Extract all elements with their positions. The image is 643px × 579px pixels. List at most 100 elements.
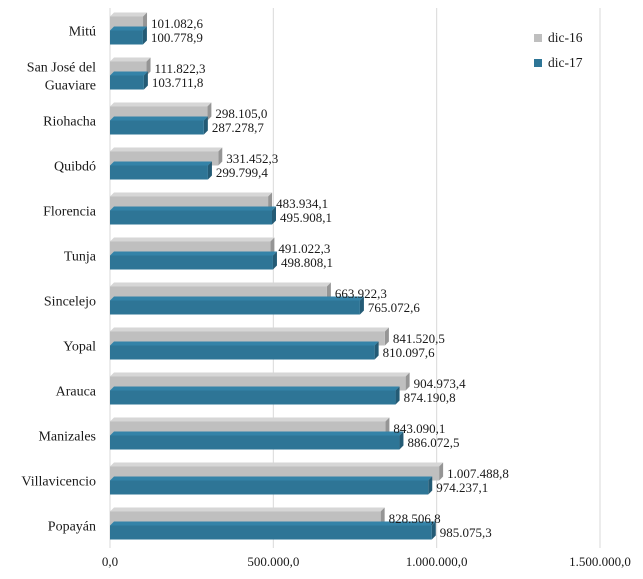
- category-label: Florencia: [43, 205, 97, 220]
- data-label: 663.922,3: [335, 286, 387, 301]
- bar-top-face: [110, 462, 444, 467]
- x-tick-label: 0,0: [102, 554, 118, 569]
- data-label: 103.711,8: [152, 75, 204, 90]
- bar-top-face: [110, 327, 389, 332]
- bar-top-face: [110, 147, 223, 152]
- bar-side-face: [384, 327, 389, 346]
- bar-side-face: [271, 206, 276, 225]
- bar-top-face: [110, 57, 151, 62]
- bar-side-face: [326, 282, 331, 301]
- grid-lines: [109, 8, 601, 548]
- data-label: 299.799,4: [216, 165, 268, 180]
- bar-side-face: [359, 296, 364, 315]
- bars: [110, 12, 444, 540]
- data-label: 331.452,3: [226, 151, 278, 166]
- bar-top-face: [110, 71, 148, 76]
- bar: [110, 390, 396, 405]
- category-label: Villavicencio: [21, 475, 96, 490]
- bar-side-face: [374, 341, 379, 360]
- data-label: 874.190,8: [404, 390, 456, 405]
- bar-side-face: [385, 417, 390, 436]
- data-label: 101.082,6: [151, 16, 204, 31]
- legend-swatch: [534, 59, 542, 67]
- data-label: 843.090,1: [393, 421, 445, 436]
- bar: [110, 345, 375, 360]
- bar-top-face: [110, 417, 390, 422]
- bar-side-face: [439, 462, 444, 481]
- bar-top-face: [110, 12, 148, 17]
- bar-side-face: [143, 71, 148, 90]
- bar: [110, 255, 273, 270]
- bar-top-face: [110, 192, 273, 197]
- bar-side-face: [268, 192, 273, 211]
- legend: dic-16 dic-17: [534, 30, 583, 70]
- category-label: Popayán: [48, 520, 96, 535]
- legend-label: dic-17: [548, 55, 583, 70]
- data-label: 810.097,6: [383, 345, 436, 360]
- data-label: 974.237,1: [436, 480, 488, 495]
- bar-side-face: [218, 147, 223, 166]
- bar: [110, 210, 272, 225]
- bar-top-face: [110, 206, 276, 211]
- category-label: Arauca: [56, 385, 97, 400]
- data-label: 886.072,5: [407, 435, 459, 450]
- data-label: 491.022,3: [278, 241, 330, 256]
- data-label: 828.506,8: [389, 511, 441, 526]
- data-label: 765.072,6: [368, 300, 421, 315]
- bar-side-face: [207, 161, 212, 180]
- bar-side-face: [380, 507, 385, 526]
- data-label: 111.822,3: [155, 61, 206, 76]
- bar: [110, 435, 400, 450]
- bar-top-face: [110, 386, 400, 391]
- bar-top-face: [110, 282, 331, 287]
- category-label: Quibdó: [54, 160, 96, 175]
- x-axis-ticks: 0,0 500.000,0 1.000.000,0 1.500.000,0: [102, 554, 631, 569]
- category-label: Tunja: [64, 250, 97, 265]
- bar-top-face: [110, 161, 212, 166]
- bar-side-face: [207, 102, 212, 121]
- x-tick-label: 1.500.000,0: [569, 554, 631, 569]
- bar: [110, 165, 208, 180]
- bar-side-face: [431, 521, 436, 540]
- data-label: 841.520,5: [393, 331, 445, 346]
- data-label: 100.778,9: [151, 30, 203, 45]
- data-label: 298.105,0: [215, 106, 267, 121]
- category-label: Yopal: [63, 340, 96, 355]
- bar-top-face: [110, 102, 212, 107]
- data-label: 985.075,3: [440, 525, 492, 540]
- bar-top-face: [110, 341, 379, 346]
- bar: [110, 120, 204, 135]
- bar: [110, 300, 360, 315]
- bar-top-face: [110, 296, 364, 301]
- data-label: 483.934,1: [276, 196, 328, 211]
- bar-side-face: [272, 251, 277, 270]
- bar-side-face: [399, 431, 404, 450]
- bar-side-face: [405, 372, 410, 391]
- bar: [110, 480, 429, 495]
- bar-side-face: [395, 386, 400, 405]
- category-label: Sincelejo: [44, 295, 96, 310]
- bar-top-face: [110, 507, 385, 512]
- category-label: Riohacha: [43, 115, 97, 130]
- legend-swatch: [534, 34, 542, 42]
- data-label: 287.278,7: [212, 120, 264, 135]
- bar-side-face: [428, 476, 433, 495]
- category-label: San José del Guaviare: [27, 61, 96, 94]
- x-tick-label: 500.000,0: [247, 554, 299, 569]
- data-label: 495.908,1: [280, 210, 332, 225]
- bar-side-face: [203, 116, 208, 135]
- legend-label: dic-16: [548, 30, 583, 45]
- bar-top-face: [110, 237, 275, 242]
- bar-top-face: [110, 372, 410, 377]
- bar: [110, 75, 144, 90]
- bar-top-face: [110, 476, 433, 481]
- bar-side-face: [142, 26, 147, 45]
- x-tick-label: 1.000.000,0: [406, 554, 468, 569]
- bar-top-face: [110, 251, 277, 256]
- data-label: 904.973,4: [414, 376, 467, 391]
- bar-top-face: [110, 116, 208, 121]
- bar-top-face: [110, 431, 404, 436]
